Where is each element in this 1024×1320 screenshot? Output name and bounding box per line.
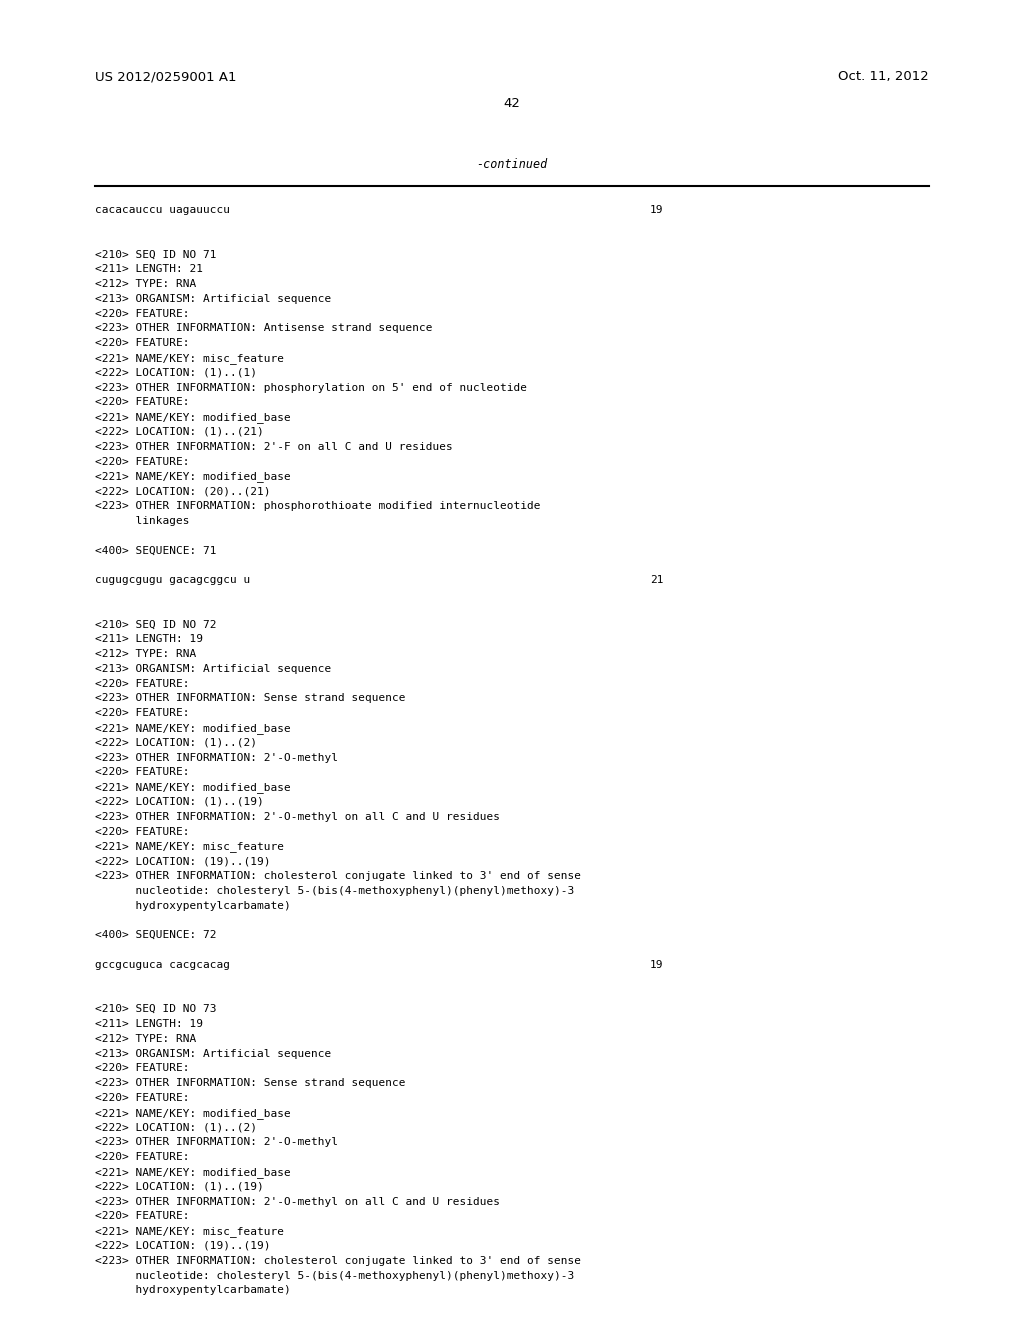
Text: <400> SEQUENCE: 72: <400> SEQUENCE: 72: [95, 931, 216, 940]
Text: -continued: -continued: [476, 158, 548, 172]
Text: <222> LOCATION: (19)..(19): <222> LOCATION: (19)..(19): [95, 857, 270, 866]
Text: <222> LOCATION: (1)..(1): <222> LOCATION: (1)..(1): [95, 368, 257, 378]
Text: <210> SEQ ID NO 73: <210> SEQ ID NO 73: [95, 1005, 216, 1014]
Text: hydroxypentylcarbamate): hydroxypentylcarbamate): [95, 1286, 291, 1295]
Text: nucleotide: cholesteryl 5-(bis(4-methoxyphenyl)(phenyl)methoxy)-3: nucleotide: cholesteryl 5-(bis(4-methoxy…: [95, 1271, 574, 1280]
Text: <222> LOCATION: (1)..(19): <222> LOCATION: (1)..(19): [95, 797, 264, 807]
Text: <222> LOCATION: (1)..(2): <222> LOCATION: (1)..(2): [95, 738, 257, 748]
Text: <212> TYPE: RNA: <212> TYPE: RNA: [95, 649, 197, 659]
Text: <220> FEATURE:: <220> FEATURE:: [95, 397, 189, 408]
Text: <220> FEATURE:: <220> FEATURE:: [95, 338, 189, 348]
Text: 19: 19: [650, 960, 664, 970]
Text: <221> NAME/KEY: misc_feature: <221> NAME/KEY: misc_feature: [95, 352, 284, 364]
Text: 42: 42: [504, 96, 520, 110]
Text: <221> NAME/KEY: modified_base: <221> NAME/KEY: modified_base: [95, 1107, 291, 1119]
Text: <220> FEATURE:: <220> FEATURE:: [95, 1064, 189, 1073]
Text: <222> LOCATION: (19)..(19): <222> LOCATION: (19)..(19): [95, 1241, 270, 1251]
Text: <222> LOCATION: (1)..(19): <222> LOCATION: (1)..(19): [95, 1181, 264, 1192]
Text: US 2012/0259001 A1: US 2012/0259001 A1: [95, 70, 237, 83]
Text: <222> LOCATION: (1)..(21): <222> LOCATION: (1)..(21): [95, 426, 264, 437]
Text: <222> LOCATION: (1)..(2): <222> LOCATION: (1)..(2): [95, 1122, 257, 1133]
Text: <212> TYPE: RNA: <212> TYPE: RNA: [95, 1034, 197, 1044]
Text: <220> FEATURE:: <220> FEATURE:: [95, 1152, 189, 1162]
Text: <220> FEATURE:: <220> FEATURE:: [95, 457, 189, 466]
Text: <220> FEATURE:: <220> FEATURE:: [95, 678, 189, 689]
Text: linkages: linkages: [95, 516, 189, 525]
Text: <223> OTHER INFORMATION: 2'-O-methyl on all C and U residues: <223> OTHER INFORMATION: 2'-O-methyl on …: [95, 812, 500, 822]
Text: <223> OTHER INFORMATION: 2'-O-methyl: <223> OTHER INFORMATION: 2'-O-methyl: [95, 752, 338, 763]
Text: <400> SEQUENCE: 71: <400> SEQUENCE: 71: [95, 545, 216, 556]
Text: <213> ORGANISM: Artificial sequence: <213> ORGANISM: Artificial sequence: [95, 294, 331, 304]
Text: <210> SEQ ID NO 71: <210> SEQ ID NO 71: [95, 249, 216, 260]
Text: <223> OTHER INFORMATION: 2'-F on all C and U residues: <223> OTHER INFORMATION: 2'-F on all C a…: [95, 442, 453, 451]
Text: <223> OTHER INFORMATION: Antisense strand sequence: <223> OTHER INFORMATION: Antisense stran…: [95, 323, 432, 334]
Text: <220> FEATURE:: <220> FEATURE:: [95, 309, 189, 318]
Text: <210> SEQ ID NO 72: <210> SEQ ID NO 72: [95, 619, 216, 630]
Text: <223> OTHER INFORMATION: Sense strand sequence: <223> OTHER INFORMATION: Sense strand se…: [95, 693, 406, 704]
Text: <221> NAME/KEY: modified_base: <221> NAME/KEY: modified_base: [95, 723, 291, 734]
Text: <221> NAME/KEY: modified_base: <221> NAME/KEY: modified_base: [95, 412, 291, 424]
Text: <223> OTHER INFORMATION: Sense strand sequence: <223> OTHER INFORMATION: Sense strand se…: [95, 1078, 406, 1088]
Text: <223> OTHER INFORMATION: phosphorothioate modified internucleotide: <223> OTHER INFORMATION: phosphorothioat…: [95, 502, 541, 511]
Text: <221> NAME/KEY: misc_feature: <221> NAME/KEY: misc_feature: [95, 841, 284, 853]
Text: <220> FEATURE:: <220> FEATURE:: [95, 767, 189, 777]
Text: <221> NAME/KEY: modified_base: <221> NAME/KEY: modified_base: [95, 1167, 291, 1177]
Text: hydroxypentylcarbamate): hydroxypentylcarbamate): [95, 900, 291, 911]
Text: <213> ORGANISM: Artificial sequence: <213> ORGANISM: Artificial sequence: [95, 664, 331, 673]
Text: nucleotide: cholesteryl 5-(bis(4-methoxyphenyl)(phenyl)methoxy)-3: nucleotide: cholesteryl 5-(bis(4-methoxy…: [95, 886, 574, 896]
Text: cugugcgugu gacagcggcu u: cugugcgugu gacagcggcu u: [95, 576, 250, 585]
Text: cacacauccu uagauuccu: cacacauccu uagauuccu: [95, 205, 230, 215]
Text: <211> LENGTH: 19: <211> LENGTH: 19: [95, 1019, 203, 1030]
Text: <221> NAME/KEY: misc_feature: <221> NAME/KEY: misc_feature: [95, 1226, 284, 1237]
Text: 21: 21: [650, 576, 664, 585]
Text: <211> LENGTH: 19: <211> LENGTH: 19: [95, 634, 203, 644]
Text: <223> OTHER INFORMATION: phosphorylation on 5' end of nucleotide: <223> OTHER INFORMATION: phosphorylation…: [95, 383, 527, 392]
Text: <223> OTHER INFORMATION: cholesterol conjugate linked to 3' end of sense: <223> OTHER INFORMATION: cholesterol con…: [95, 871, 581, 880]
Text: <212> TYPE: RNA: <212> TYPE: RNA: [95, 279, 197, 289]
Text: <220> FEATURE:: <220> FEATURE:: [95, 1212, 189, 1221]
Text: <222> LOCATION: (20)..(21): <222> LOCATION: (20)..(21): [95, 486, 270, 496]
Text: <223> OTHER INFORMATION: 2'-O-methyl: <223> OTHER INFORMATION: 2'-O-methyl: [95, 1138, 338, 1147]
Text: <223> OTHER INFORMATION: cholesterol conjugate linked to 3' end of sense: <223> OTHER INFORMATION: cholesterol con…: [95, 1255, 581, 1266]
Text: <220> FEATURE:: <220> FEATURE:: [95, 826, 189, 837]
Text: <220> FEATURE:: <220> FEATURE:: [95, 709, 189, 718]
Text: Oct. 11, 2012: Oct. 11, 2012: [839, 70, 929, 83]
Text: <220> FEATURE:: <220> FEATURE:: [95, 1093, 189, 1104]
Text: <221> NAME/KEY: modified_base: <221> NAME/KEY: modified_base: [95, 783, 291, 793]
Text: <221> NAME/KEY: modified_base: <221> NAME/KEY: modified_base: [95, 471, 291, 482]
Text: <223> OTHER INFORMATION: 2'-O-methyl on all C and U residues: <223> OTHER INFORMATION: 2'-O-methyl on …: [95, 1197, 500, 1206]
Text: <211> LENGTH: 21: <211> LENGTH: 21: [95, 264, 203, 275]
Text: <213> ORGANISM: Artificial sequence: <213> ORGANISM: Artificial sequence: [95, 1048, 331, 1059]
Text: 19: 19: [650, 205, 664, 215]
Text: gccgcuguca cacgcacag: gccgcuguca cacgcacag: [95, 960, 230, 970]
